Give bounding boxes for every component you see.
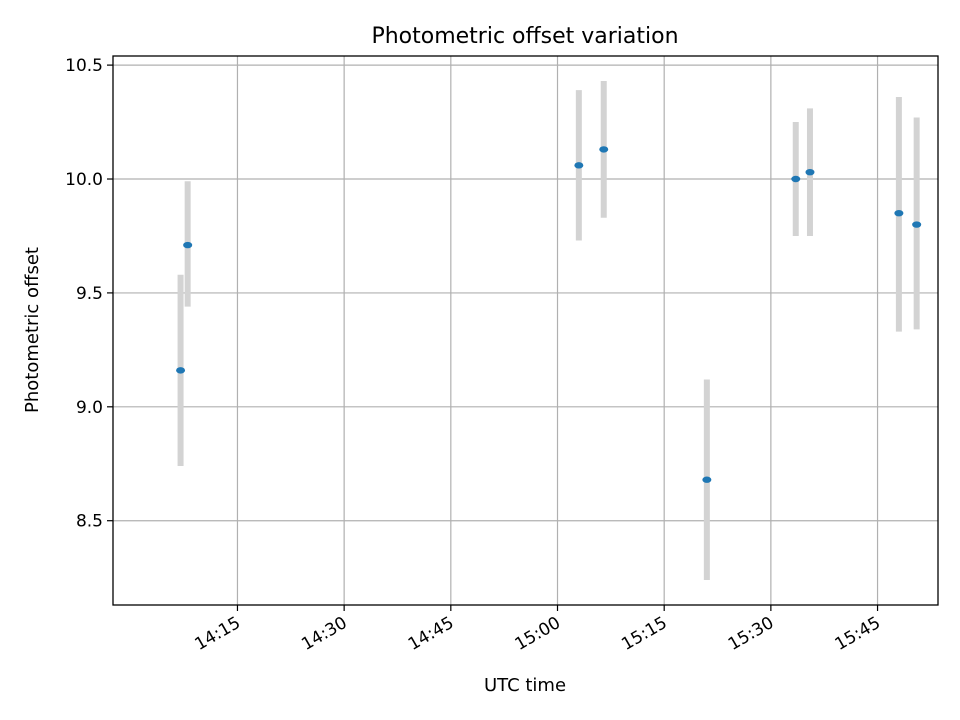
data-point: [912, 221, 922, 228]
x-tick-label: 15:15: [618, 613, 670, 655]
y-tick-label: 9.0: [76, 398, 103, 418]
x-tick-label: 14:15: [192, 613, 244, 655]
data-point: [574, 162, 584, 169]
point-layer: [176, 146, 922, 483]
y-tick-label: 10.5: [65, 56, 103, 76]
data-point: [894, 209, 904, 217]
y-tick-label: 9.5: [76, 284, 103, 304]
y-tick-label: 8.5: [76, 512, 103, 532]
tick-layer: 14:15 14:30 14:45 15:00 15:15 15:30 15:45 8.5 9.…: [65, 56, 884, 655]
data-point: [791, 175, 801, 183]
data-point: [183, 241, 193, 249]
x-tick-label: 15:00: [512, 613, 564, 655]
x-tick-label: 15:30: [725, 613, 777, 655]
x-axis-label: UTC time: [484, 675, 566, 696]
x-tick-label: 15:45: [832, 613, 884, 655]
y-tick-label: 10.0: [65, 170, 103, 190]
chart-title: Photometric offset variation: [371, 24, 678, 49]
data-point: [702, 476, 712, 483]
errorbar-layer: [177, 81, 920, 580]
data-point: [805, 168, 815, 176]
x-tick-label: 14:30: [298, 613, 350, 655]
plot-frame: [112, 55, 939, 606]
data-point: [599, 146, 609, 153]
y-axis-label: Photometric offset: [22, 247, 43, 413]
grid-layer: [113, 56, 938, 605]
x-tick-label: 14:45: [405, 613, 457, 655]
data-point: [176, 367, 186, 374]
